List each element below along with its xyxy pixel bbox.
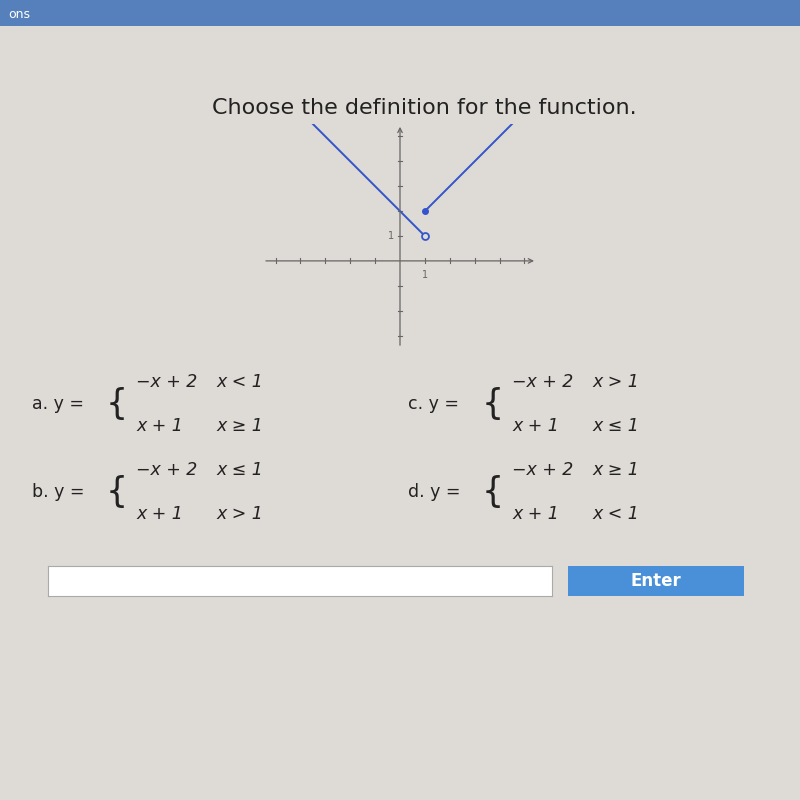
Text: {: { — [106, 475, 128, 509]
Text: x < 1: x < 1 — [216, 373, 262, 390]
Text: x + 1: x + 1 — [512, 506, 558, 523]
Text: b. y =: b. y = — [32, 483, 85, 501]
Text: −x + 2: −x + 2 — [136, 461, 198, 478]
Text: x ≥ 1: x ≥ 1 — [216, 418, 262, 435]
Text: 1: 1 — [422, 270, 428, 280]
Text: x + 1: x + 1 — [136, 418, 182, 435]
Text: x + 1: x + 1 — [136, 506, 182, 523]
Text: x ≤ 1: x ≤ 1 — [216, 461, 262, 478]
Text: c. y =: c. y = — [408, 395, 459, 413]
Text: x ≥ 1: x ≥ 1 — [592, 461, 638, 478]
Text: {: { — [482, 387, 504, 421]
Text: x > 1: x > 1 — [216, 506, 262, 523]
Text: {: { — [482, 475, 504, 509]
Text: Choose the definition for the function.: Choose the definition for the function. — [212, 98, 636, 118]
Text: {: { — [106, 387, 128, 421]
Text: x < 1: x < 1 — [592, 506, 638, 523]
Text: −x + 2: −x + 2 — [512, 373, 574, 390]
Text: x > 1: x > 1 — [592, 373, 638, 390]
Text: a. y =: a. y = — [32, 395, 84, 413]
Text: Enter: Enter — [630, 572, 682, 590]
Text: 1: 1 — [388, 231, 394, 241]
Text: ons: ons — [8, 7, 30, 21]
Text: d. y =: d. y = — [408, 483, 461, 501]
Text: x + 1: x + 1 — [512, 418, 558, 435]
Text: −x + 2: −x + 2 — [136, 373, 198, 390]
Text: x ≤ 1: x ≤ 1 — [592, 418, 638, 435]
Text: −x + 2: −x + 2 — [512, 461, 574, 478]
